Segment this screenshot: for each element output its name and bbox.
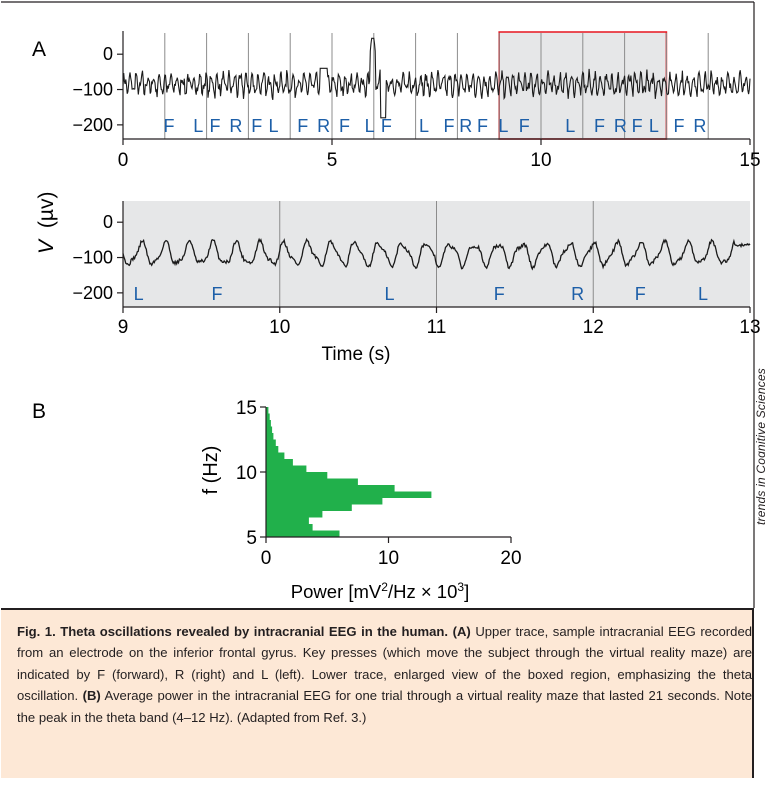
journal-credit: trends in Cognitive Sciences xyxy=(754,367,765,525)
power-label-part-3: ] xyxy=(464,581,469,602)
key-press-letter: F xyxy=(519,116,530,136)
key-press-letter: R xyxy=(459,116,472,136)
power-f-tick-label: 10 xyxy=(236,463,257,484)
lower-x-tick-label: 13 xyxy=(739,317,760,338)
upper-y-tick-label: 0 xyxy=(103,44,113,64)
upper-x-tick-label: 10 xyxy=(530,150,551,171)
caption-a-label: (A) xyxy=(452,624,471,639)
key-press-letter: L xyxy=(698,284,708,304)
v-axis-label: V (µv) xyxy=(35,192,58,254)
lower-x-tick-label: 11 xyxy=(427,317,447,338)
key-press-letter: R xyxy=(571,284,584,304)
power-x-tick-label: 20 xyxy=(500,548,521,569)
v-axis-symbol: V xyxy=(35,238,58,254)
power-label-part-2: /Hz × 10 xyxy=(388,581,457,602)
lower-y-tick-label: −100 xyxy=(72,248,113,268)
lower-y-tick-label: −200 xyxy=(72,283,113,303)
key-press-letter: L xyxy=(498,116,508,136)
key-press-letter: R xyxy=(229,116,242,136)
caption-box xyxy=(1,608,754,778)
caption-b-label: (B) xyxy=(82,688,101,704)
key-press-letter: L xyxy=(565,116,575,136)
upper-y-tick-label: −200 xyxy=(72,115,113,135)
caption-title: Fig. 1. Theta oscillations revealed by i… xyxy=(17,624,449,639)
key-press-letter: F xyxy=(594,116,605,136)
upper-y-tick-label: −100 xyxy=(72,80,113,100)
caption-a-text: Upper trace, sample intracranial EEG rec… xyxy=(17,624,753,704)
key-press-letter: F xyxy=(635,284,646,304)
key-press-letter: R xyxy=(693,116,706,136)
key-press-letter: F xyxy=(251,116,262,136)
key-press-letter: L xyxy=(649,116,659,136)
key-press-letter: L xyxy=(384,284,394,304)
upper-x-tick-label: 5 xyxy=(327,150,338,171)
key-press-letter: F xyxy=(673,116,684,136)
frequency-axis-label: f (Hz) xyxy=(200,446,222,495)
lower-x-tick-label: 9 xyxy=(118,317,129,338)
key-press-letter: F xyxy=(209,116,220,136)
svg-text:V (µv): V (µv) xyxy=(35,192,58,254)
key-press-letter: R xyxy=(614,116,627,136)
key-press-letter: L xyxy=(193,116,203,136)
lower-y-tick-label: 0 xyxy=(103,212,113,232)
key-press-letter: R xyxy=(317,116,330,136)
upper-x-tick-label: 0 xyxy=(118,150,129,171)
key-press-letter: L xyxy=(419,116,429,136)
power-x-tick-label: 0 xyxy=(261,548,272,569)
upper-eeg-trace xyxy=(122,37,751,119)
panel-a-label: A xyxy=(32,38,46,61)
v-axis-unit: (µv) xyxy=(35,192,58,229)
key-press-letter: F xyxy=(297,116,308,136)
time-axis-label: Time (s) xyxy=(322,344,391,365)
key-press-letter: F xyxy=(444,116,455,136)
power-axis-label: Power [mV2/Hz × 103] xyxy=(291,580,469,602)
power-f-tick-label: 15 xyxy=(236,398,257,419)
upper-x-tick-label: 15 xyxy=(739,150,760,171)
key-press-letter: F xyxy=(339,116,350,136)
power-label-part-1: Power [mV xyxy=(291,581,382,602)
power-spectrum-panel: 5 10 15 0 10 20 xyxy=(236,398,522,569)
key-press-letter: L xyxy=(365,116,375,136)
power-area xyxy=(266,407,432,537)
lower-eeg-trace xyxy=(122,237,751,271)
power-label-superscript-1: 2 xyxy=(381,580,388,594)
key-press-letter: F xyxy=(212,284,223,304)
key-press-letter: L xyxy=(134,284,144,304)
key-press-letter: F xyxy=(632,116,643,136)
key-press-letter: F xyxy=(477,116,488,136)
key-press-letter: F xyxy=(163,116,174,136)
lower-x-tick-label: 12 xyxy=(583,317,604,338)
key-press-letter: F xyxy=(494,284,505,304)
power-f-tick-label: 5 xyxy=(246,528,257,549)
lower-trace-panel: L F L F R F L 0 −100 −200 9 10 11 12 13 xyxy=(72,201,761,338)
lower-x-tick-label: 10 xyxy=(269,317,290,338)
figure-caption: Fig. 1. Theta oscillations revealed by i… xyxy=(17,621,752,728)
key-press-letter: L xyxy=(268,116,278,136)
key-press-letter: F xyxy=(381,116,392,136)
panel-b-label: B xyxy=(32,400,46,423)
caption-b-text: Average power in the intracranial EEG fo… xyxy=(17,688,752,725)
power-label-superscript-2: 3 xyxy=(457,580,464,594)
power-x-tick-label: 10 xyxy=(378,548,399,569)
